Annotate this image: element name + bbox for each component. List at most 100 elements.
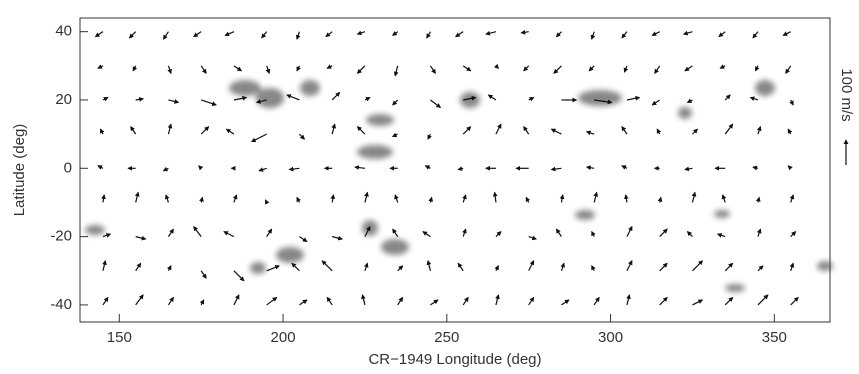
velocity-arrow — [395, 66, 398, 76]
velocity-arrow — [592, 232, 595, 237]
velocity-arrow — [398, 297, 403, 305]
velocity-arrow — [234, 97, 247, 100]
velocity-arrow — [594, 192, 597, 202]
velocity-arrow — [529, 97, 534, 100]
velocity-arrow — [168, 66, 171, 74]
velocity-arrow — [755, 66, 758, 71]
velocity-arrow — [234, 195, 237, 203]
x-tick-label: 300 — [598, 329, 623, 346]
velocity-arrow — [521, 32, 529, 33]
velocity-arrow — [725, 297, 733, 305]
velocity-arrow — [226, 129, 234, 134]
velocity-arrow — [430, 197, 431, 202]
velocity-arrow — [365, 263, 368, 271]
velocity-arrow — [332, 92, 340, 100]
velocity-arrow — [103, 97, 108, 100]
velocity-arrow — [463, 66, 471, 71]
velocity-arrow — [551, 129, 561, 134]
velocity-arrow — [692, 129, 697, 134]
velocity-arrow — [103, 234, 111, 237]
velocity-arrow — [327, 297, 332, 305]
velocity-arrow — [393, 134, 398, 137]
velocity-arrow — [332, 124, 335, 134]
velocity-arrow — [297, 32, 300, 40]
velocity-arrow — [267, 297, 277, 305]
plot-frame — [80, 18, 830, 322]
y-tick-label: 40 — [55, 23, 72, 40]
velocity-arrow — [393, 100, 398, 105]
y-tick-label: -20 — [50, 228, 72, 245]
velocity-arrow — [725, 95, 730, 100]
velocity-arrow — [685, 66, 693, 71]
velocity-arrow — [163, 168, 168, 171]
velocity-arrow — [136, 237, 146, 240]
velocity-arrow — [168, 229, 173, 237]
velocity-arrow — [225, 32, 234, 36]
velocity-arrow — [425, 166, 430, 169]
velocity-arrow — [692, 300, 702, 305]
velocity-arrow — [561, 300, 569, 305]
velocity-arrow — [684, 32, 693, 35]
velocity-arrow — [496, 295, 499, 305]
magnetic-patches — [85, 80, 833, 292]
velocity-arrow — [750, 97, 758, 100]
velocity-arrow — [652, 32, 660, 36]
velocity-arrow — [589, 66, 594, 71]
velocity-arrow — [660, 263, 668, 271]
velocity-arrow — [292, 263, 300, 271]
velocity-arrow — [786, 66, 791, 74]
velocity-arrow — [297, 197, 300, 202]
velocity-arrow — [322, 261, 332, 271]
velocity-arrow — [357, 32, 365, 35]
velocity-arrow — [458, 263, 463, 271]
velocity-arrow — [136, 295, 144, 305]
velocity-arrow — [199, 166, 202, 169]
velocity-arrow — [685, 168, 693, 169]
velocity-arrow — [326, 32, 332, 37]
velocity-arrow — [529, 237, 537, 240]
velocity-arrow — [103, 261, 106, 271]
velocity-arrow — [423, 232, 431, 237]
velocity-arrow — [524, 127, 529, 134]
velocity-arrow — [652, 100, 660, 105]
x-axis-label: CR−1949 Longitude (deg) — [368, 351, 541, 368]
velocity-arrow — [660, 197, 661, 202]
velocity-arrow — [234, 295, 239, 305]
velocity-arrow — [758, 266, 763, 271]
velocity-arrow — [627, 295, 630, 305]
velocity-arrow — [168, 297, 173, 305]
velocity-arrow — [463, 195, 466, 203]
velocity-arrow — [357, 66, 365, 74]
x-tick-label: 350 — [762, 329, 787, 346]
velocity-arrow — [136, 192, 139, 202]
velocity-arrow — [201, 197, 202, 202]
velocity-arrow — [365, 97, 370, 100]
velocity-arrow — [622, 127, 627, 134]
velocity-arrow — [758, 197, 759, 202]
velocity-arrow — [201, 66, 206, 74]
velocity-arrow — [133, 66, 136, 71]
velocity-arrow — [458, 168, 463, 169]
velocity-arrow — [486, 32, 496, 35]
velocity-arrow — [791, 263, 794, 271]
velocity-arrow — [299, 237, 307, 242]
velocity-arrow — [168, 100, 178, 103]
velocity-arrow — [456, 32, 464, 37]
velocity-arrow — [719, 32, 725, 37]
velocity-arrow — [289, 168, 299, 169]
velocity-arrow — [529, 261, 534, 271]
velocity-arrow — [259, 168, 267, 171]
velocity-arrow — [687, 100, 692, 103]
velocity-arrow — [327, 66, 332, 69]
velocity-arrow — [98, 166, 103, 169]
velocity-arrow — [529, 297, 534, 305]
velocity-arrow — [267, 66, 270, 74]
velocity-arrow — [626, 195, 627, 203]
velocity-arrow — [496, 124, 501, 134]
velocity-arrow — [129, 32, 135, 38]
x-tick-label: 150 — [107, 329, 132, 346]
velocity-arrow — [758, 127, 761, 134]
velocity-arrow — [395, 195, 398, 203]
velocity-arrow — [362, 295, 365, 305]
y-tick-label: 0 — [64, 159, 72, 176]
